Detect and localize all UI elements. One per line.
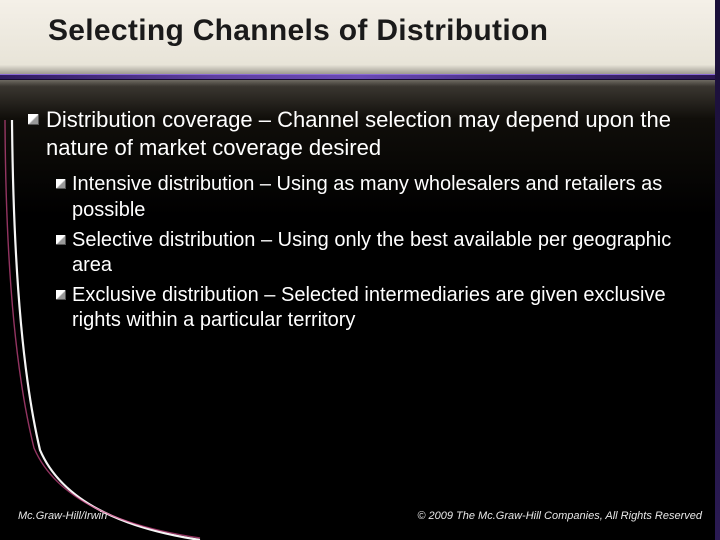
bullet-level1: Distribution coverage – Channel selectio…: [28, 106, 700, 162]
bullet-marker-icon: [56, 290, 66, 300]
title-underline: [0, 74, 720, 80]
bullet-marker-icon: [56, 235, 66, 245]
bullet-marker-icon: [56, 179, 66, 189]
footer-right: © 2009 The Mc.Graw-Hill Companies, All R…: [417, 510, 702, 522]
slide: Selecting Channels of Distribution Distr…: [0, 0, 720, 540]
bullet-text: Distribution coverage – Channel selectio…: [46, 106, 700, 162]
footer-left: Mc.Graw-Hill/Irwin: [18, 510, 107, 522]
bullet-level2: Intensive distribution – Using as many w…: [56, 172, 700, 223]
bullet-text: Exclusive distribution – Selected interm…: [72, 283, 700, 334]
bullet-text: Intensive distribution – Using as many w…: [72, 172, 700, 223]
right-edge-accent: [715, 0, 720, 540]
bullet-level2: Selective distribution – Using only the …: [56, 228, 700, 279]
bullet-level2: Exclusive distribution – Selected interm…: [56, 283, 700, 334]
bullet-marker-icon: [28, 114, 39, 125]
slide-title: Selecting Channels of Distribution: [48, 14, 700, 48]
bullet-text: Selective distribution – Using only the …: [72, 228, 700, 279]
content-area: Distribution coverage – Channel selectio…: [28, 106, 700, 338]
